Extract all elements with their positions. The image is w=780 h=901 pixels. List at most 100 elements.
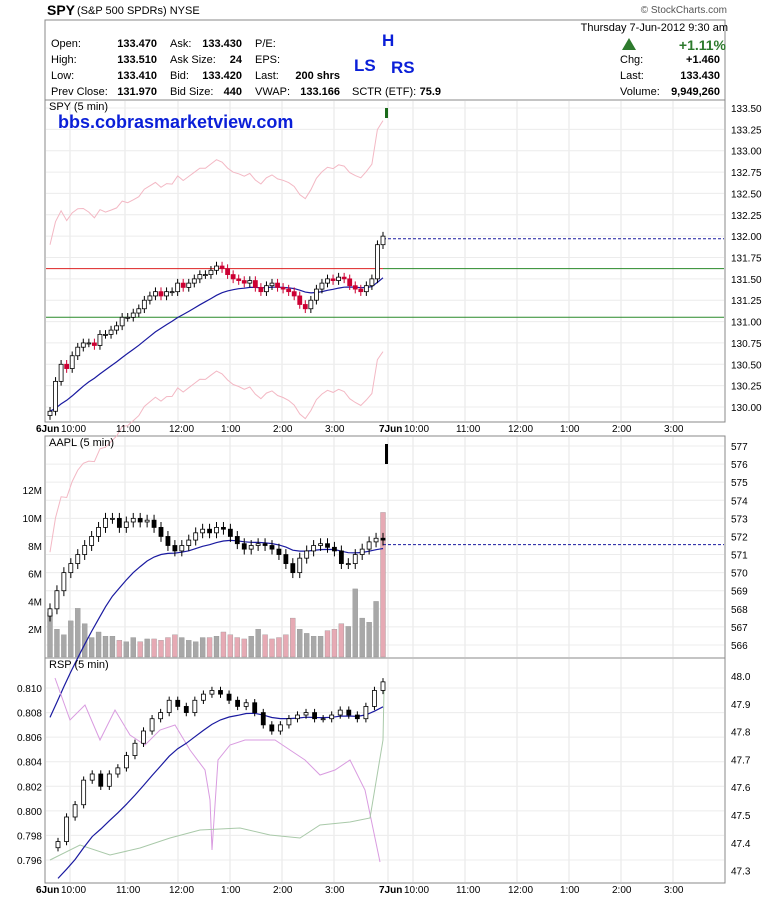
aapl-volume-bar [324,630,331,658]
field-label-bid: Bid: [170,70,189,82]
rsp-candle [372,690,377,707]
aapl-candle [151,519,157,528]
spy-candle [225,268,231,275]
aapl-volume-bar [172,634,178,658]
aapl-candle [255,543,261,546]
spy-y-tick-label: 130.00 [731,403,762,414]
rsp-x-tick-label: 2:00 [612,885,632,896]
aapl-candle [165,536,171,546]
aapl-y-tick-label: 568 [731,605,748,616]
aapl-volume-bar [317,636,324,658]
spy-y-tick-label: 130.75 [731,339,762,350]
aapl-y-tick-label: 569 [731,587,748,598]
spy-candle [141,299,147,310]
rsp-x-tick-label: 1:00 [560,885,580,896]
rsp-candle [89,773,95,781]
spy-candle [297,295,303,305]
field-label-ask-size: Ask Size: [170,54,216,66]
aapl-candle [110,517,115,520]
spy-candle [136,308,142,314]
annotation-h: H [382,31,395,50]
aapl-volume-bar [193,641,199,658]
rsp-right-tick-label: 47.6 [731,783,751,794]
rsp-candle [277,724,283,732]
ticker-description: (S&P 500 SPDRs) NYSE [77,5,200,17]
spy-candle [336,276,342,281]
rsp-candle [218,690,223,695]
ticker-symbol: SPY [47,2,76,18]
aapl-volume-bar [95,631,102,658]
aapl-candle [227,528,233,537]
aapl-volume-tick-label: 12M [23,486,42,497]
field-label-sctr: SCTR (ETF): [352,86,417,98]
aapl-volume-bar [248,636,254,658]
field-label-eps: EPS: [255,54,281,66]
rsp-candle [320,718,326,721]
aapl-volume-bar [304,633,310,658]
aapl-candle [325,543,330,548]
rsp-candle [132,742,138,756]
aapl-candle [269,545,275,550]
field-value-bid-size: 440 [223,86,242,98]
rsp-candle [183,706,189,713]
field-value-bid: 133.420 [202,70,242,82]
aapl-candle [338,550,344,564]
spy-candle [302,304,308,310]
rsp-candle [55,841,61,849]
aapl-candle [262,543,268,546]
rsp-right-tick-label: 47.7 [731,755,751,766]
field-label-last: Last: [620,70,644,82]
aapl-volume-bar [165,637,171,658]
source-logo: © StockCharts.com [640,5,727,16]
rsp-candle [303,712,309,716]
field-label-vwap: VWAP: [255,86,291,98]
spy-candle [180,282,186,288]
spy-candle [275,282,280,288]
rsp-x-tick-label: 12:00 [508,885,533,896]
rsp-candle [295,714,300,720]
spy-candle [58,363,64,382]
rsp-candle [166,699,172,713]
aapl-candle [186,539,192,546]
field-value-last-shares: 200 shrs [295,70,340,82]
aapl-y-tick-label: 574 [731,496,748,507]
up-arrow-icon [622,38,636,50]
spy-x-tick-label: 2:00 [273,424,293,435]
spy-x-tick-label: 11:00 [116,424,141,435]
aapl-volume-bar [123,641,129,658]
aapl-volume-bar [206,637,213,658]
aapl-candle [89,536,95,546]
field-value-ask-size: 24 [229,54,242,66]
aapl-candle [304,550,310,559]
aapl-candle [214,527,219,534]
spy-candle [169,291,175,294]
rsp-candle [235,699,241,707]
spy-candle [208,269,214,275]
spy-candle [241,280,247,284]
spy-x-tick-label: 1:00 [560,424,580,435]
change-percent: +1.11% [678,37,726,53]
field-label-volume: Volume: [620,86,660,98]
aapl-volume-bar [54,629,60,658]
spy-candle [236,278,242,281]
aapl-volume-bar [158,640,164,658]
rsp-green-line [49,689,385,861]
field-label-pe: P/E: [255,38,276,50]
spy-candle [363,285,369,293]
aapl-candle [276,548,282,555]
rsp-candle [98,773,104,787]
spy-y-tick-label: 133.00 [731,147,762,158]
spy-candle [86,342,92,345]
rsp-x-tick-label: 11:00 [116,885,141,896]
aapl-volume-tick-label: 8M [28,542,42,553]
spy-candle [291,291,297,297]
rsp-candle [192,699,198,713]
rsp-candle [149,718,155,732]
spy-upper-band [49,120,384,245]
spy-y-tick-label: 131.75 [731,254,762,265]
rsp-candle [64,816,69,842]
rsp-left-tick-label: 0.800 [17,807,42,818]
aapl-volume-bar [116,640,123,658]
spy-moving-average [49,277,384,412]
aapl-volume-bar [290,617,296,658]
